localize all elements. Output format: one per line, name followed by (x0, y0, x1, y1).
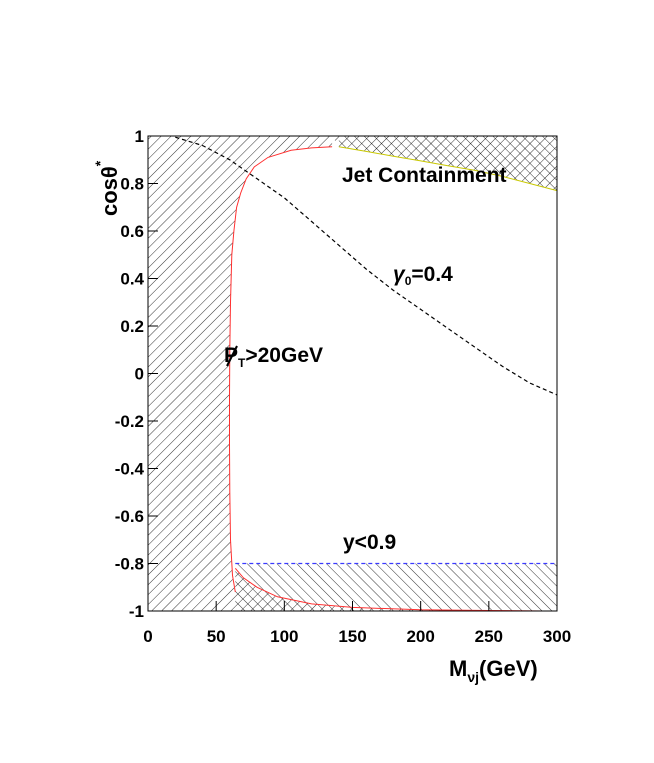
y-tick-label: -0.2 (115, 412, 144, 431)
y-tick-label: 0.4 (120, 270, 144, 289)
x-tick-label: 300 (543, 627, 571, 646)
y-tick-label: -0.4 (115, 460, 145, 479)
y-axis-title: cosθ* (92, 160, 122, 216)
y-tick-label: -1 (129, 602, 144, 621)
series-line-0 (229, 146, 333, 593)
x-tick-label: 200 (406, 627, 434, 646)
pt-label: PT>20GeV (224, 344, 323, 370)
gamma-label: γ0=0.4 (393, 263, 453, 288)
jet-containment-region-b (338, 136, 557, 191)
y-tick-label: 0 (135, 365, 144, 384)
series-line-2 (175, 136, 557, 396)
curves (175, 136, 557, 611)
svg-text:PT>20GeV: PT>20GeV (224, 344, 323, 370)
x-tick-label: 50 (207, 627, 226, 646)
y-ticks: 1 0.8 0.6 0.4 0.2 0 -0.2 -0.4 -0.6 -0.8 -1 (115, 127, 158, 621)
series-line-1 (234, 567, 544, 611)
y-tick-label: 0.6 (120, 222, 144, 241)
x-ticks: 0 50 100 150 200 250 300 (143, 601, 571, 646)
y-tick-label: 0.2 (120, 317, 144, 336)
series-line-4 (338, 146, 557, 192)
pt-cut-top-region (332, 136, 339, 147)
x-tick-label: 0 (143, 627, 152, 646)
x-tick-label: 100 (270, 627, 298, 646)
y-cut-region (235, 563, 557, 611)
y-tick-label: 0.8 (120, 175, 144, 194)
jet-containment-label: Jet Containment (342, 164, 507, 187)
x-tick-label: 150 (338, 627, 366, 646)
pt-cut-region (148, 136, 333, 611)
x-tick-label: 250 (475, 627, 503, 646)
y-tick-label: -0.8 (115, 555, 144, 574)
x-axis-title: Mνj(GeV) (449, 656, 538, 685)
y-cut-label: y<0.9 (343, 531, 396, 554)
excluded-regions (148, 136, 557, 611)
y-tick-label: 1 (135, 127, 144, 146)
pt-cut-bottom-region (235, 568, 544, 611)
y-tick-label: -0.6 (115, 507, 144, 526)
pt-slash (226, 345, 238, 367)
